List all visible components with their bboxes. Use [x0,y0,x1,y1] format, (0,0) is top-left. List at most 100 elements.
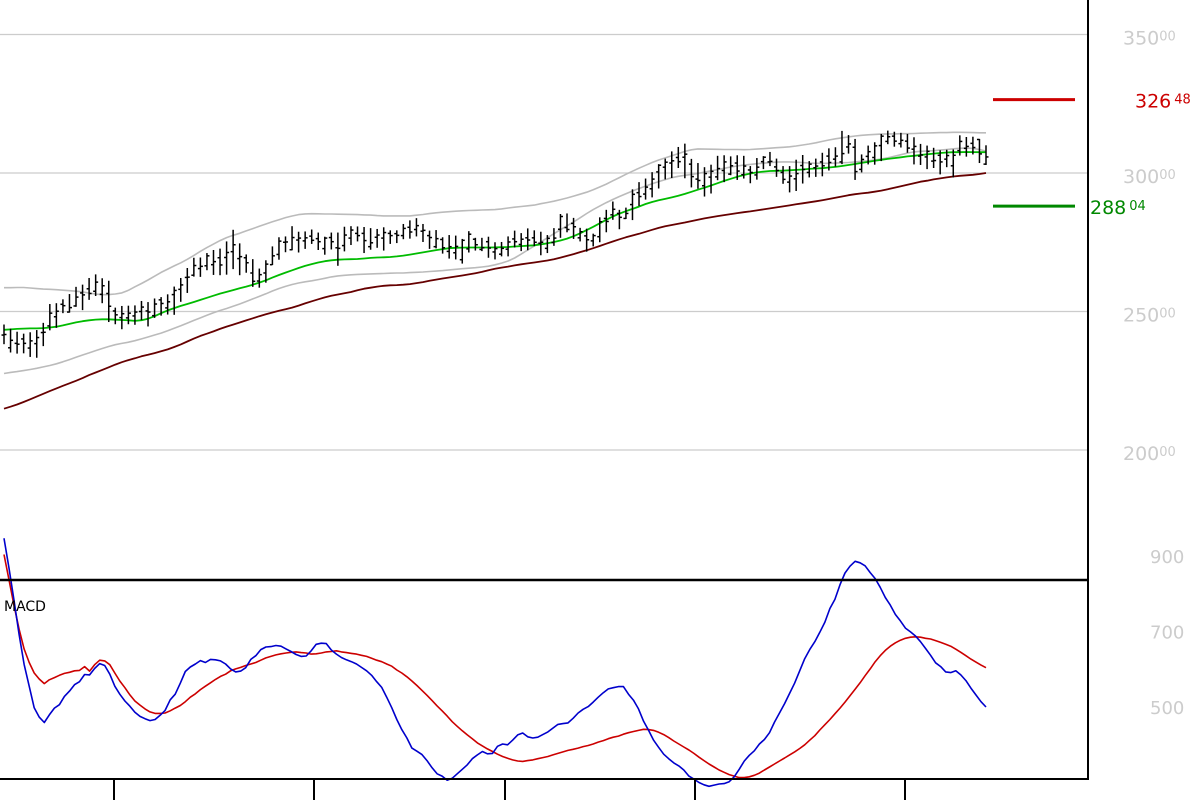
price-bar [289,226,295,251]
price-bar [688,158,694,188]
price-bar [662,158,668,180]
price-bar [800,154,806,184]
price-bar [937,150,943,175]
price-bar [387,230,393,244]
price-bar [453,235,459,260]
price-bar [315,232,321,251]
price-bar [846,135,852,154]
price-bar [420,223,426,242]
price-bar [701,167,707,197]
price-bar [479,237,485,252]
price-bar [557,213,563,238]
macd-signal-line [3,554,987,779]
macd-tick-label-700: 700 [1150,623,1184,644]
price-bar [911,137,917,165]
price-bar [152,298,158,318]
price-bar [66,294,72,313]
price-bar [138,300,144,321]
price-bar [171,286,177,315]
price-bar [125,305,131,325]
price-bar [970,136,976,155]
price-bar [341,226,347,252]
price-bar [14,331,20,354]
price-bar [217,248,223,276]
price-bar [243,254,249,273]
price-bar [682,143,688,179]
price-bar [40,322,46,347]
price-bar [656,164,662,189]
price-bars [1,130,989,358]
price-bar [649,172,655,198]
price-bar [394,230,400,244]
level-label-0: 326 48 [1135,91,1191,113]
price-bar [754,158,760,180]
price-bar [413,218,419,237]
price-bar [878,133,884,162]
price-bar [374,228,380,248]
price-bar [237,243,243,276]
macd-line [3,538,987,788]
price-bar [93,274,99,296]
price-bar [715,155,721,181]
price-bar [472,237,478,251]
price-bar [728,156,734,176]
price-tick-label-350: 35000 [1123,28,1176,50]
price-bar [603,209,609,233]
price-bar [230,229,236,270]
price-bar [99,278,105,304]
price-bar [957,135,963,156]
price-bar [950,149,956,178]
price-bar [721,155,727,183]
price-bar [256,268,262,288]
macd-tick-label-900: 900 [1150,547,1184,568]
macd-lines [3,538,987,788]
price-bar [499,241,505,257]
price-bar [191,257,197,277]
price-bar [839,130,845,165]
price-bar [865,145,871,165]
price-bar [53,303,59,328]
price-bar [446,235,452,259]
price-bar [629,189,635,221]
price-bar [80,284,86,311]
price-bar [283,236,289,253]
price-bar [73,286,79,307]
price-bar [355,226,361,242]
price-bar [538,231,544,256]
price-bar [466,231,472,253]
price-bar [21,333,27,354]
price-bar [296,231,302,253]
price-bar [597,217,603,243]
price-bar [322,236,328,255]
price-y-axis: 20000 25000 30000 35000 [1123,28,1176,466]
price-bar [348,226,354,246]
price-bar [106,280,112,323]
price-bar [492,242,498,260]
price-bar [47,304,53,331]
price-bar [675,146,681,169]
price-bar [427,230,433,249]
price-gridlines [0,33,1088,451]
price-bar [872,142,878,165]
price-bar [8,328,14,353]
macd-tick-label-500: 500 [1150,698,1184,719]
price-bar [813,158,819,177]
price-bar [158,297,164,316]
price-bar [760,156,766,170]
price-bar [898,132,904,148]
price-tick-label-300: 30000 [1123,166,1176,188]
price-bar [891,131,897,147]
price-bar [741,155,747,179]
price-bar [708,164,714,194]
price-bar [381,227,387,251]
price-bar [747,166,753,184]
price-bar [806,161,812,178]
long-moving-average-line [3,172,987,410]
price-bar [623,207,629,220]
price-bar [931,147,937,169]
price-bar [590,233,596,247]
price-bar [132,305,138,325]
level-label-1: 288 04 [1090,197,1146,219]
